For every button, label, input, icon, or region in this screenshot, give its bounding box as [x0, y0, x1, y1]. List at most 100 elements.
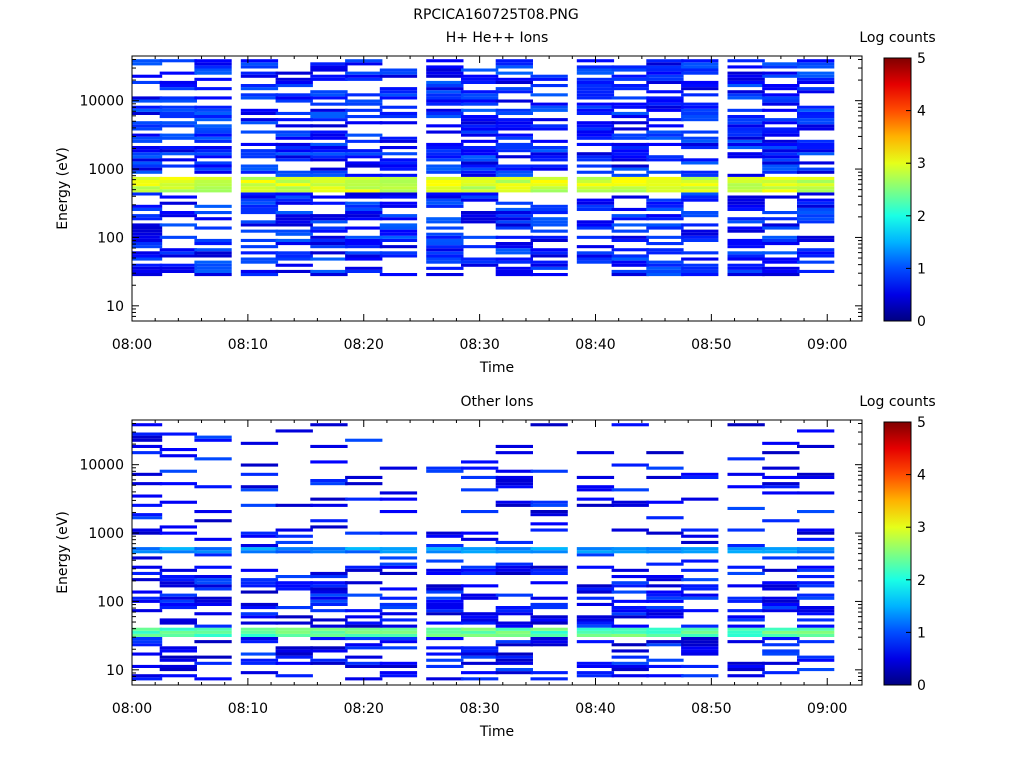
spectrogram-cell: [379, 466, 418, 470]
spectrogram-cell: [727, 615, 765, 619]
spectrogram-cell: [461, 612, 499, 616]
colorbar-tick-label: 5: [917, 51, 926, 67]
spectrogram-cell: [611, 68, 649, 72]
spectrogram-cell: [379, 547, 418, 551]
spectrogram-cell: [240, 488, 279, 492]
spectrogram-cell: [426, 217, 464, 221]
spectrogram-cell: [646, 136, 684, 140]
spectrogram-cell: [576, 180, 615, 184]
spectrogram-cell: [194, 485, 232, 489]
spectrogram-cell: [310, 637, 348, 641]
spectrogram-cell: [194, 251, 232, 255]
spectrogram-cell: [310, 217, 348, 221]
spectrogram-cell: [727, 633, 765, 637]
spectrogram-cell: [159, 575, 197, 579]
spectrogram-cell: [426, 124, 464, 128]
spectrogram-cell: [646, 90, 684, 94]
spectrogram-cell: [194, 87, 232, 91]
spectrogram-cell: [275, 242, 313, 246]
spectrogram-cell: [426, 602, 464, 606]
spectrogram-cell: [797, 149, 835, 153]
spectrogram-cell: [611, 503, 649, 507]
spectrogram-cell: [681, 139, 719, 143]
spectrogram-cell: [275, 84, 313, 88]
spectrogram-cell: [646, 260, 684, 264]
spectrogram-cell: [379, 93, 418, 97]
spectrogram-cell: [159, 99, 197, 103]
spectrogram-cell: [132, 637, 163, 641]
spectrogram-cell: [646, 590, 684, 594]
spectrogram-cell: [379, 550, 418, 554]
spectrogram-cell: [727, 96, 765, 100]
spectrogram-cell: [611, 155, 649, 159]
spectrogram-cell: [461, 547, 499, 551]
spectrogram-cell: [797, 633, 835, 637]
spectrogram-cell: [345, 214, 383, 218]
spectrogram-cell: [194, 266, 232, 270]
spectrogram-cell: [194, 115, 232, 119]
spectrogram-cell: [495, 640, 533, 644]
spectrogram-cell: [797, 139, 835, 143]
spectrogram-cell: [426, 130, 464, 134]
spectrogram-cell: [681, 105, 719, 109]
spectrogram-cell: [310, 186, 348, 190]
spectrogram-cell: [310, 68, 348, 72]
spectrogram-cell: [426, 142, 464, 146]
spectrogram-cell: [611, 229, 649, 233]
spectrogram-cell: [611, 195, 649, 199]
spectrogram-cell: [727, 506, 765, 510]
spectrogram-cell: [379, 637, 418, 641]
spectrogram-cell: [530, 149, 568, 153]
spectrogram-cell: [240, 606, 279, 610]
spectrogram-cell: [461, 627, 499, 631]
spectrogram-cell: [530, 229, 568, 233]
spectrogram-cell: [727, 139, 765, 143]
spectrogram-cell: [530, 84, 568, 88]
spectrogram-cell: [461, 649, 499, 653]
spectrogram-cell: [310, 195, 348, 199]
spectrogram-cell: [194, 260, 232, 264]
spectrogram-cell: [159, 248, 197, 252]
spectrogram-cell: [345, 621, 383, 625]
x-tick-label: 08:10: [228, 337, 268, 353]
spectrogram-cell: [275, 217, 313, 221]
spectrogram-cell: [681, 68, 719, 72]
spectrogram-cell: [576, 127, 615, 131]
spectrogram-cell: [727, 189, 765, 193]
spectrogram-cell: [132, 127, 163, 131]
spectrogram-cell: [681, 232, 719, 236]
spectrogram-cell: [132, 565, 163, 569]
spectrogram-cell: [646, 80, 684, 84]
spectrogram-cell: [495, 245, 533, 249]
spectrogram-cell: [426, 68, 464, 72]
spectrogram-cell: [495, 661, 533, 665]
spectrogram-cell: [310, 444, 348, 448]
spectrogram-cell: [727, 485, 765, 489]
spectrogram-cell: [240, 223, 279, 227]
spectrogram-cell: [461, 618, 499, 622]
spectrogram-cell: [461, 189, 499, 193]
spectrogram-cell: [426, 677, 464, 681]
spectrogram-cell: [132, 677, 163, 681]
spectrogram-cell: [727, 238, 765, 242]
spectrogram-cell: [132, 571, 163, 575]
spectrogram-cell: [611, 186, 649, 190]
spectrogram-cell: [461, 139, 499, 143]
spectrogram-cell: [797, 161, 835, 165]
spectrogram-cell: [576, 71, 615, 75]
spectrogram-cell: [727, 457, 765, 461]
spectrogram-cell: [681, 497, 719, 501]
spectrogram-cell: [240, 65, 279, 69]
spectrogram-cell: [530, 248, 568, 252]
spectrogram-cell: [379, 254, 418, 258]
panel-1-spectrogram: [132, 59, 835, 277]
spectrogram-cell: [495, 444, 533, 448]
spectrogram-cell: [345, 207, 383, 211]
spectrogram-cell: [275, 186, 313, 190]
spectrogram-cell: [530, 93, 568, 97]
spectrogram-cell: [379, 176, 418, 180]
spectrogram-cell: [576, 488, 615, 492]
spectrogram-cell: [310, 189, 348, 193]
spectrogram-cell: [310, 624, 348, 628]
spectrogram-cell: [530, 528, 568, 532]
